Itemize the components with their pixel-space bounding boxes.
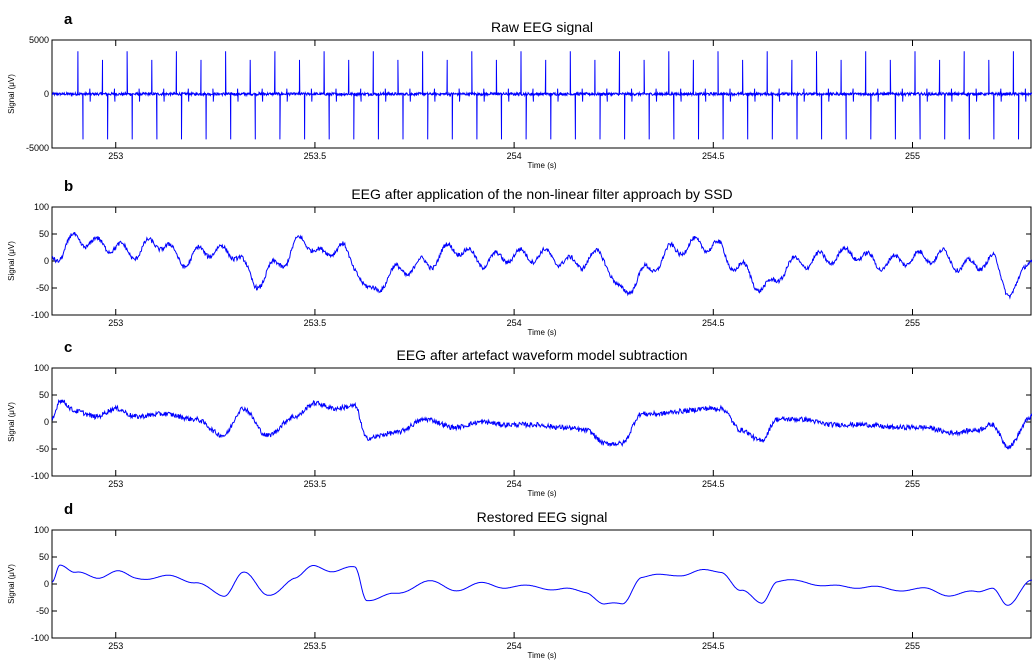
panel-title: EEG after application of the non-linear … xyxy=(351,186,732,202)
x-tick-label: 255 xyxy=(905,641,920,651)
y-tick-label: 50 xyxy=(39,229,49,239)
x-tick-label: 254.5 xyxy=(702,318,725,328)
x-tick-label: 254 xyxy=(507,479,522,489)
panel-title: EEG after artefact waveform model subtra… xyxy=(396,347,687,363)
x-axis-label: Time (s) xyxy=(527,651,556,660)
y-axis-label: Signal (μV) xyxy=(7,74,16,114)
x-tick-label: 254.5 xyxy=(702,151,725,161)
y-tick-label: 0 xyxy=(44,579,49,589)
panel-letter: a xyxy=(64,11,73,28)
x-tick-label: 253.5 xyxy=(304,318,327,328)
y-tick-label: 100 xyxy=(34,202,49,212)
x-tick-label: 253.5 xyxy=(304,641,327,651)
panel-letter: c xyxy=(64,339,72,356)
panel-title: Raw EEG signal xyxy=(491,19,593,35)
y-tick-label: -50 xyxy=(36,444,49,454)
x-tick-label: 254 xyxy=(507,151,522,161)
panel-b: EEG after application of the non-linear … xyxy=(7,178,1032,337)
x-tick-label: 255 xyxy=(905,318,920,328)
x-axis-label: Time (s) xyxy=(527,161,556,170)
y-tick-label: -100 xyxy=(31,310,49,320)
y-tick-label: -50 xyxy=(36,283,49,293)
y-tick-label: -50 xyxy=(36,606,49,616)
y-tick-label: -5000 xyxy=(26,143,49,153)
x-tick-label: 253.5 xyxy=(304,479,327,489)
panel-a: Raw EEG signal a 253 253.5 254 254.5 255 -5000 0… xyxy=(7,11,1032,170)
y-tick-label: 100 xyxy=(34,363,49,373)
x-tick-label: 253 xyxy=(108,479,123,489)
x-axis-label: Time (s) xyxy=(527,489,556,498)
axes-box xyxy=(51,529,1032,639)
x-tick-label: 254.5 xyxy=(702,479,725,489)
y-tick-label: 0 xyxy=(44,417,49,427)
x-tick-label: 255 xyxy=(905,151,920,161)
y-tick-label: 50 xyxy=(39,552,49,562)
panel-letter: b xyxy=(64,178,73,195)
x-axis-label: Time (s) xyxy=(527,328,556,337)
y-axis-label: Signal (μV) xyxy=(7,402,16,442)
panel-c: EEG after artefact waveform model subtra… xyxy=(7,339,1032,498)
x-tick-label: 254 xyxy=(507,318,522,328)
panel-d: Restored EEG signal d 253 253.5 254 254.5 255 -… xyxy=(7,501,1032,660)
x-tick-label: 255 xyxy=(905,479,920,489)
x-tick-label: 253 xyxy=(108,151,123,161)
x-tick-label: 253.5 xyxy=(304,151,327,161)
x-tick-label: 253 xyxy=(108,318,123,328)
x-tick-label: 253 xyxy=(108,641,123,651)
x-tick-label: 254 xyxy=(507,641,522,651)
y-tick-label: 0 xyxy=(44,256,49,266)
panel-letter: d xyxy=(64,501,73,518)
series-line xyxy=(52,399,1032,450)
y-tick-label: -100 xyxy=(31,633,49,643)
y-tick-label: 0 xyxy=(44,89,49,99)
series-line xyxy=(52,564,1032,606)
axes-box xyxy=(51,206,1032,316)
y-tick-label: 5000 xyxy=(29,35,49,45)
y-tick-label: -100 xyxy=(31,471,49,481)
y-tick-label: 50 xyxy=(39,390,49,400)
y-axis-label: Signal (μV) xyxy=(7,564,16,604)
series-line xyxy=(52,231,1032,300)
x-tick-label: 254.5 xyxy=(702,641,725,651)
series-line xyxy=(52,51,1032,140)
panel-title: Restored EEG signal xyxy=(477,509,608,525)
y-axis-label: Signal (μV) xyxy=(7,241,16,281)
y-tick-label: 100 xyxy=(34,525,49,535)
